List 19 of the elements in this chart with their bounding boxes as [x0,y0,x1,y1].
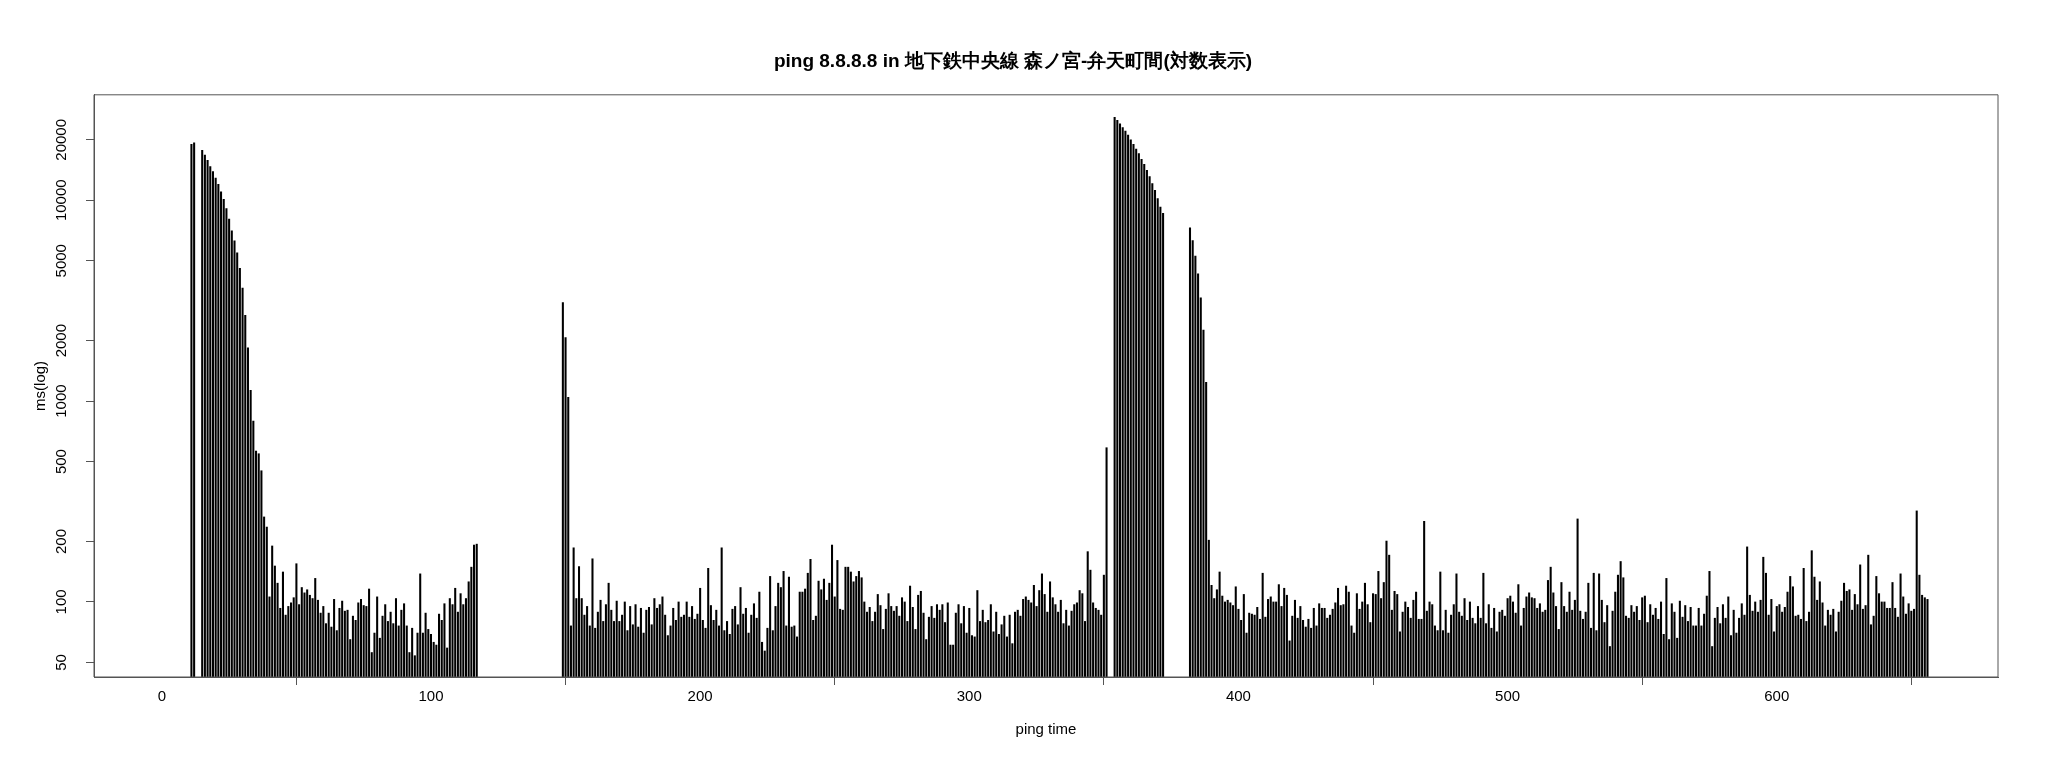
x-tick-label: 600 [1764,687,1790,705]
x-tick-label: 400 [1225,687,1251,705]
x-tick-label: 300 [956,687,982,705]
x-axis-title: ping time [1015,720,1077,738]
y-tick-label: 5000 [52,244,70,278]
y-tick-label: 200 [52,528,70,555]
chart-title: ping 8.8.8.8 in 地下鉄中央線 森ノ宮-弁天町間(対数表示) [773,49,1253,71]
y-tick-label: 100 [52,589,70,615]
y-tick-label: 50 [52,654,70,671]
y-tick-label: 2000 [52,323,70,358]
x-tick-label: 0 [157,687,166,705]
x-tick-label: 500 [1495,687,1521,705]
y-axis-title: ms(log) [31,360,49,411]
y-tick-label: 1000 [52,384,70,418]
y-tick-label: 500 [52,449,70,475]
x-tick-label: 100 [418,687,444,705]
x-tick-label: 200 [687,687,713,705]
y-tick-label: 10000 [52,179,70,222]
y-tick-label: 20000 [52,118,70,161]
